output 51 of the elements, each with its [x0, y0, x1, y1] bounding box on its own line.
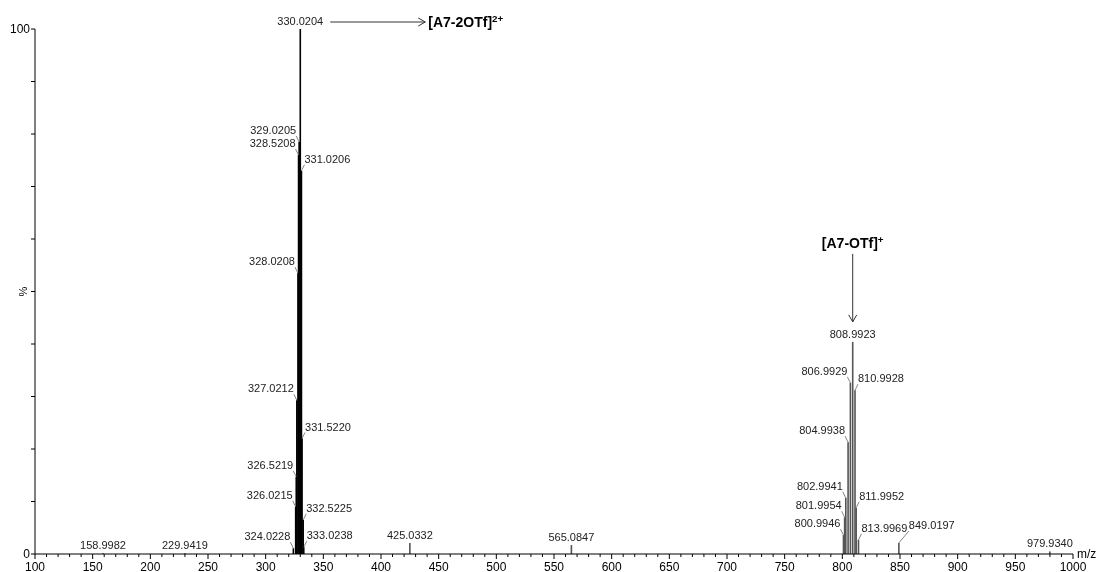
annotation: 849.0197 — [908, 518, 955, 531]
x-tick-label: 600 — [601, 560, 622, 572]
annotation: 331.0206 — [304, 152, 351, 165]
x-tick-label: 800 — [832, 560, 853, 572]
annotation: 979.9340 — [1026, 537, 1073, 550]
annotation: 425.0332 — [386, 528, 433, 541]
x-tick-label: 650 — [659, 560, 680, 572]
annotation: 565.0847 — [548, 531, 595, 544]
y-axis-title: % — [17, 286, 29, 297]
annotation: 327.0212 — [247, 382, 294, 395]
annotation: [A7-OTf]$^{+}$ — [821, 233, 884, 251]
annotation: 326.0215 — [246, 488, 293, 501]
annotation: 329.0205 — [250, 123, 297, 136]
x-tick-label: 500 — [486, 560, 507, 572]
x-tick-label: 250 — [197, 560, 219, 572]
annotation: 813.9969 — [861, 521, 908, 534]
annotation: 328.5208 — [249, 137, 296, 149]
annotation: 810.9928 — [858, 372, 904, 385]
annotation: 811.9952 — [859, 489, 905, 502]
annotation: 326.5219 — [247, 458, 294, 471]
annotation: 800.9946 — [794, 517, 841, 530]
annotation: 328.0208 — [249, 255, 295, 268]
x-tick-label: 900 — [947, 560, 968, 572]
x-tick-label: 350 — [313, 560, 334, 572]
annotation: 330.0204 — [277, 15, 324, 27]
annotation: 804.9938 — [799, 424, 846, 437]
x-tick-label: 550 — [543, 560, 565, 572]
x-tick-label: 1000 — [1059, 560, 1087, 572]
annotation: 331.5220 — [305, 420, 351, 433]
x-tick-label: 300 — [255, 560, 276, 572]
annotation: 158.9982 — [80, 539, 126, 552]
annotation: 332.5225 — [306, 501, 353, 514]
annotation: 806.9929 — [801, 364, 848, 377]
annotation: 229.9419 — [161, 539, 208, 552]
x-axis-title: m/z — [1077, 547, 1097, 561]
x-tick-label: 950 — [1005, 560, 1026, 572]
y-tick-label: 0 — [23, 547, 31, 562]
annotation: 808.9923 — [829, 327, 876, 340]
x-tick-label: 400 — [370, 560, 392, 572]
annotation: 802.9941 — [796, 479, 843, 492]
annotation: [A7-2OTf]$^{2+}$ — [428, 12, 504, 30]
x-tick-label: 450 — [428, 560, 449, 572]
x-tick-label: 750 — [774, 560, 795, 572]
annotation: 324.0228 — [244, 530, 291, 543]
x-tick-label: 700 — [716, 560, 738, 572]
x-tick-label: 200 — [140, 560, 161, 572]
annotation: 333.0238 — [306, 529, 353, 542]
annotation: 801.9954 — [795, 499, 842, 512]
x-tick-label: 850 — [889, 560, 911, 572]
x-tick-label: 150 — [82, 560, 103, 572]
x-tick-label: 100 — [24, 560, 46, 572]
